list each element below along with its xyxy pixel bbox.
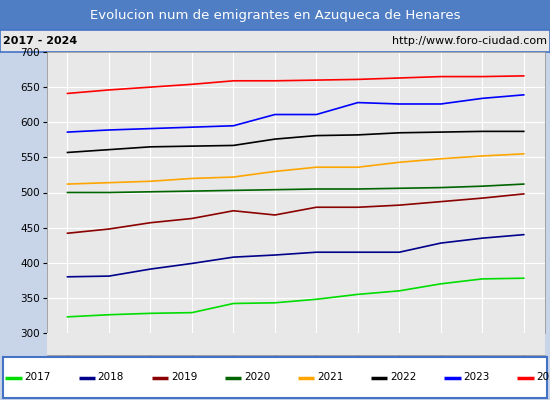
Text: http://www.foro-ciudad.com: http://www.foro-ciudad.com <box>392 36 547 46</box>
Text: 2017: 2017 <box>25 372 51 382</box>
Text: 2020: 2020 <box>244 372 270 382</box>
Text: 2017 - 2024: 2017 - 2024 <box>3 36 77 46</box>
Text: 2023: 2023 <box>463 372 490 382</box>
Text: 2024: 2024 <box>536 372 550 382</box>
Text: Evolucion num de emigrantes en Azuqueca de Henares: Evolucion num de emigrantes en Azuqueca … <box>90 8 460 22</box>
Text: 2018: 2018 <box>98 372 124 382</box>
Text: 2019: 2019 <box>170 372 197 382</box>
Text: 2022: 2022 <box>390 372 416 382</box>
Text: 2021: 2021 <box>317 372 343 382</box>
